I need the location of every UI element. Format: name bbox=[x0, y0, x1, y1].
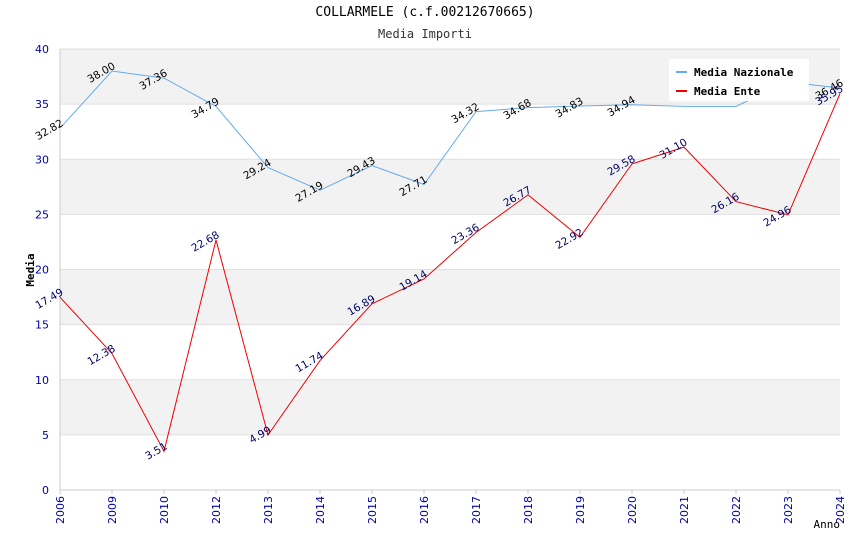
grid-band bbox=[60, 434, 840, 490]
chart-title: COLLARMELE (c.f.00212670665) bbox=[315, 5, 535, 20]
chart-subtitle: Media Importi bbox=[378, 27, 472, 41]
grid-band bbox=[60, 324, 840, 380]
grid-band bbox=[60, 269, 840, 325]
grid-band bbox=[60, 104, 840, 160]
y-tick-label: 30 bbox=[35, 153, 49, 166]
y-tick-label: 35 bbox=[35, 98, 49, 111]
x-tick-label: 2010 bbox=[158, 496, 171, 524]
x-tick-label: 2013 bbox=[262, 496, 275, 524]
series-line-media-ente bbox=[59, 93, 841, 453]
y-tick-label: 0 bbox=[42, 484, 49, 497]
grid-band bbox=[60, 214, 840, 270]
y-tick-label: 20 bbox=[35, 264, 49, 277]
x-tick-label: 2017 bbox=[470, 496, 483, 524]
x-tick-label: 2023 bbox=[782, 496, 795, 524]
x-tick-label: 2020 bbox=[626, 496, 639, 524]
x-tick-label: 2009 bbox=[106, 496, 119, 524]
x-tick-label: 2024 bbox=[834, 496, 847, 524]
legend-label: Media Nazionale bbox=[694, 66, 794, 79]
x-tick-label: 2022 bbox=[730, 496, 743, 524]
grid-band bbox=[60, 379, 840, 435]
y-tick-label: 15 bbox=[35, 319, 49, 332]
y-axis-title: Media bbox=[24, 253, 37, 286]
series-line-media-nazionale bbox=[59, 70, 841, 191]
x-tick-label: 2014 bbox=[314, 496, 327, 524]
y-tick-label: 10 bbox=[35, 374, 49, 387]
x-tick-label: 2019 bbox=[574, 496, 587, 524]
x-tick-label: 2018 bbox=[522, 496, 535, 524]
legend-box bbox=[669, 59, 809, 101]
y-tick-label: 25 bbox=[35, 208, 49, 221]
x-tick-label: 2015 bbox=[366, 496, 379, 524]
x-axis-title: Anno bbox=[814, 518, 841, 531]
y-tick-label: 40 bbox=[35, 43, 49, 56]
x-tick-label: 2021 bbox=[678, 496, 691, 524]
x-tick-label: 2016 bbox=[418, 496, 431, 524]
legend-label: Media Ente bbox=[694, 85, 761, 98]
grid-band bbox=[60, 159, 840, 215]
y-tick-label: 5 bbox=[42, 429, 49, 442]
x-tick-label: 2012 bbox=[210, 496, 223, 524]
x-tick-label: 2006 bbox=[54, 496, 67, 524]
